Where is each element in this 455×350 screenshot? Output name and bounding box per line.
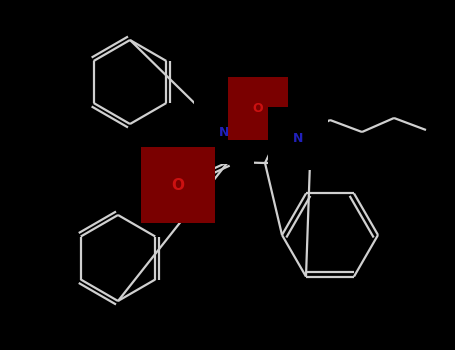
Text: O: O — [253, 102, 263, 114]
Text: N: N — [219, 126, 229, 139]
Text: N: N — [293, 132, 303, 145]
Text: O: O — [172, 177, 184, 192]
